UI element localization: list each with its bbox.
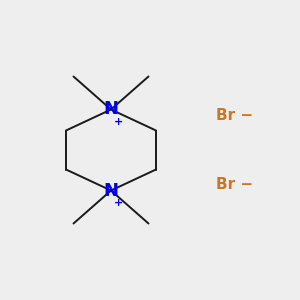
Text: N: N	[103, 182, 118, 200]
Text: +: +	[114, 117, 123, 127]
Text: Br −: Br −	[216, 177, 253, 192]
Text: +: +	[114, 198, 123, 208]
Text: Br −: Br −	[216, 108, 253, 123]
Text: N: N	[103, 100, 118, 118]
